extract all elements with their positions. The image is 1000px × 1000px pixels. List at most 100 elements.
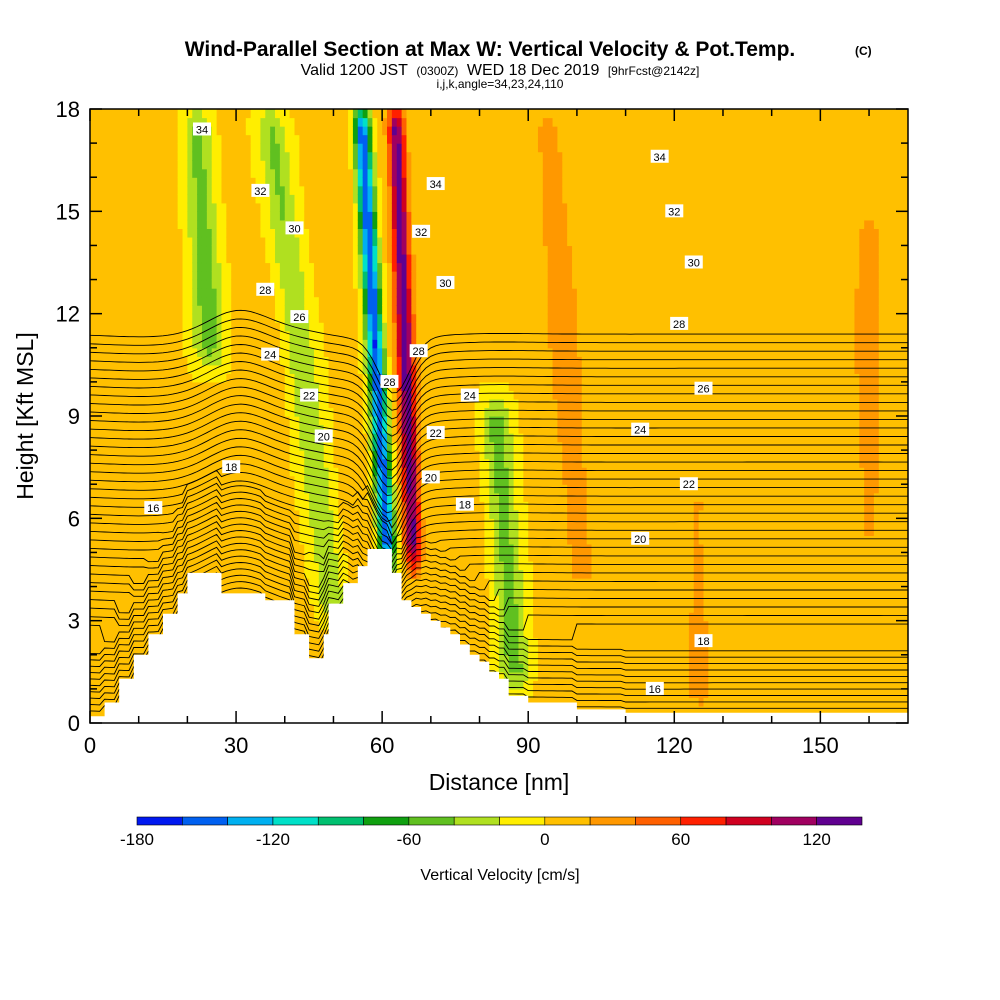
velocity-cell bbox=[382, 253, 388, 264]
velocity-cell bbox=[343, 194, 349, 204]
velocity-cell bbox=[211, 117, 218, 127]
velocity-cell bbox=[90, 313, 96, 323]
velocity-cell bbox=[211, 305, 218, 315]
velocity-cell bbox=[406, 526, 412, 536]
velocity-cell bbox=[250, 586, 257, 596]
velocity-cell bbox=[119, 305, 125, 315]
velocity-cell bbox=[318, 492, 325, 502]
velocity-cell bbox=[284, 398, 291, 409]
velocity-cell bbox=[138, 228, 145, 238]
velocity-cell bbox=[216, 356, 223, 366]
velocity-cell bbox=[128, 492, 135, 502]
velocity-cell bbox=[304, 484, 310, 494]
velocity-cell bbox=[201, 279, 208, 289]
velocity-cell bbox=[313, 407, 320, 417]
velocity-cell bbox=[391, 416, 398, 426]
velocity-cell bbox=[289, 168, 296, 178]
velocity-cell bbox=[197, 202, 203, 212]
velocity-cell bbox=[124, 288, 130, 298]
velocity-cell bbox=[182, 569, 188, 579]
velocity-cell bbox=[221, 253, 227, 264]
velocity-cell bbox=[260, 390, 266, 400]
velocity-cell bbox=[260, 313, 266, 323]
velocity-cell bbox=[275, 484, 281, 494]
velocity-cell bbox=[104, 407, 111, 417]
velocity-cell bbox=[124, 236, 130, 247]
velocity-cell bbox=[197, 509, 203, 519]
velocity-cell bbox=[318, 253, 325, 264]
velocity-cell bbox=[299, 143, 305, 153]
velocity-cell bbox=[236, 347, 242, 357]
velocity-cell bbox=[387, 185, 393, 195]
velocity-cell bbox=[255, 117, 262, 127]
velocity-cell bbox=[304, 526, 310, 536]
velocity-cell bbox=[201, 296, 208, 306]
velocity-cell bbox=[313, 194, 320, 204]
velocity-cell bbox=[250, 509, 257, 519]
velocity-cell bbox=[348, 578, 354, 588]
velocity-cell bbox=[401, 168, 408, 178]
velocity-cell bbox=[94, 126, 101, 136]
velocity-cell bbox=[187, 288, 193, 298]
velocity-cell bbox=[128, 194, 135, 204]
velocity-cell bbox=[352, 262, 359, 272]
velocity-cell bbox=[201, 458, 208, 468]
velocity-cell bbox=[221, 279, 227, 289]
velocity-cell bbox=[255, 390, 262, 400]
velocity-cell bbox=[109, 697, 115, 707]
velocity-cell bbox=[211, 219, 218, 229]
velocity-cell bbox=[197, 219, 203, 229]
velocity-cell bbox=[216, 126, 223, 136]
velocity-cell bbox=[143, 262, 150, 272]
velocity-cell bbox=[221, 143, 227, 153]
velocity-cell bbox=[148, 578, 154, 588]
velocity-cell bbox=[343, 262, 349, 272]
velocity-cell bbox=[197, 253, 203, 264]
velocity-cell bbox=[401, 109, 408, 119]
velocity-cell bbox=[148, 245, 154, 255]
velocity-cell bbox=[284, 552, 291, 562]
velocity-cell bbox=[163, 296, 169, 306]
velocity-cell bbox=[372, 424, 378, 434]
velocity-cell bbox=[148, 339, 154, 349]
velocity-cell bbox=[279, 339, 286, 349]
velocity-cell bbox=[362, 560, 369, 571]
velocity-cell bbox=[119, 467, 125, 477]
velocity-cell bbox=[128, 126, 135, 136]
velocity-cell bbox=[328, 236, 335, 247]
velocity-cell bbox=[133, 560, 140, 571]
velocity-cell bbox=[352, 416, 359, 426]
velocity-cell bbox=[216, 296, 223, 306]
velocity-cell bbox=[416, 194, 422, 204]
velocity-cell bbox=[421, 143, 427, 153]
velocity-cell bbox=[343, 347, 349, 357]
velocity-cell bbox=[104, 177, 111, 187]
velocity-cell bbox=[323, 458, 330, 468]
velocity-cell bbox=[109, 194, 115, 204]
velocity-cell bbox=[275, 364, 281, 374]
velocity-cell bbox=[421, 492, 427, 502]
velocity-cell bbox=[284, 322, 291, 332]
velocity-cell bbox=[348, 305, 354, 315]
velocity-cell bbox=[382, 109, 388, 119]
velocity-cell bbox=[348, 322, 354, 332]
velocity-cell bbox=[382, 458, 388, 468]
velocity-cell bbox=[240, 143, 247, 153]
velocity-cell bbox=[255, 253, 262, 264]
velocity-cell bbox=[333, 509, 339, 519]
velocity-cell bbox=[158, 296, 164, 306]
velocity-cell bbox=[192, 543, 198, 554]
velocity-cell bbox=[109, 347, 115, 357]
velocity-cell bbox=[138, 322, 145, 332]
velocity-cell bbox=[197, 458, 203, 468]
velocity-cell bbox=[289, 134, 296, 144]
velocity-cell bbox=[406, 543, 412, 554]
velocity-cell bbox=[338, 160, 344, 170]
velocity-cell bbox=[119, 322, 125, 332]
velocity-cell bbox=[226, 450, 232, 460]
velocity-cell bbox=[128, 637, 135, 647]
velocity-cell bbox=[352, 211, 359, 221]
velocity-cell bbox=[245, 219, 252, 229]
velocity-cell bbox=[240, 509, 247, 519]
velocity-cell bbox=[260, 330, 266, 340]
